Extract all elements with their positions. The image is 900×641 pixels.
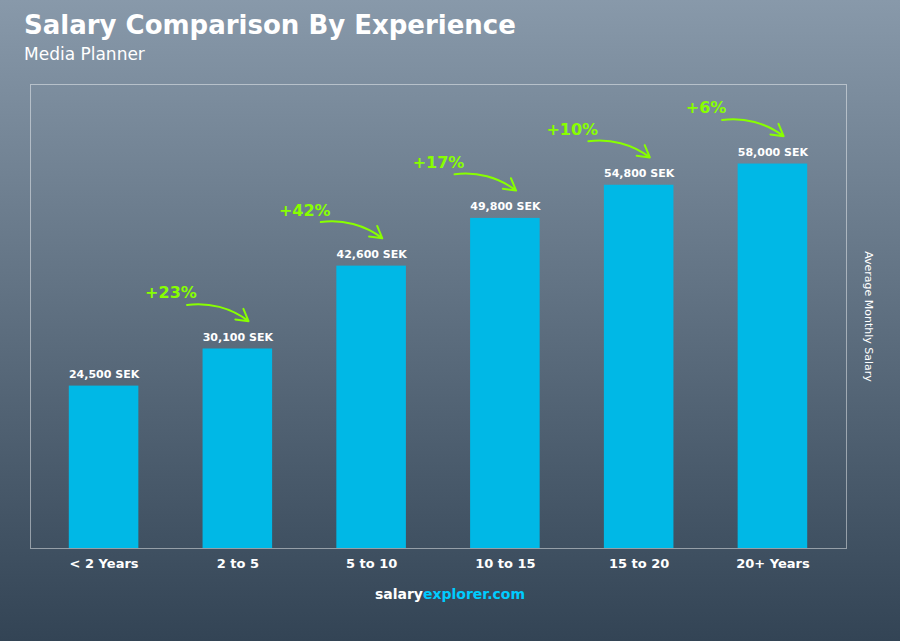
svg-text:+6%: +6% <box>686 98 727 117</box>
svg-text:+17%: +17% <box>413 153 465 172</box>
svg-text:42,600 SEK: 42,600 SEK <box>336 248 407 261</box>
svg-text:< 2 Years: < 2 Years <box>70 556 139 571</box>
html-text:salary explorer.com: salary explorer.com <box>374 586 526 602</box>
svg-text:10 to 15: 10 to 15 <box>475 556 535 571</box>
svg-text:+10%: +10% <box>546 120 598 139</box>
svg-text:24,500 SEK: 24,500 SEK <box>69 368 140 381</box>
svg-text:54,800 SEK: 54,800 SEK <box>604 167 675 180</box>
html-text:Media Planner: Media Planner <box>24 44 145 64</box>
svg-text:30,100 SEK: 30,100 SEK <box>203 331 274 344</box>
svg-text:58,000 SEK: 58,000 SEK <box>738 146 809 159</box>
svg-text:49,800 SEK: 49,800 SEK <box>470 200 541 213</box>
svg-text:15 to 20: 15 to 20 <box>609 556 669 571</box>
svg-text:20+ Years: 20+ Years <box>736 556 810 571</box>
svg-text:Average Monthly Salary: Average Monthly Salary <box>862 251 875 382</box>
svg-text:+42%: +42% <box>279 201 331 220</box>
svg-text:5 to 10: 5 to 10 <box>346 556 397 571</box>
svg-text:+23%: +23% <box>145 283 197 302</box>
svg-text:2 to 5: 2 to 5 <box>217 556 259 571</box>
html-text:Salary Comparison By Experienc: Salary Comparison By Experience <box>24 10 516 40</box>
